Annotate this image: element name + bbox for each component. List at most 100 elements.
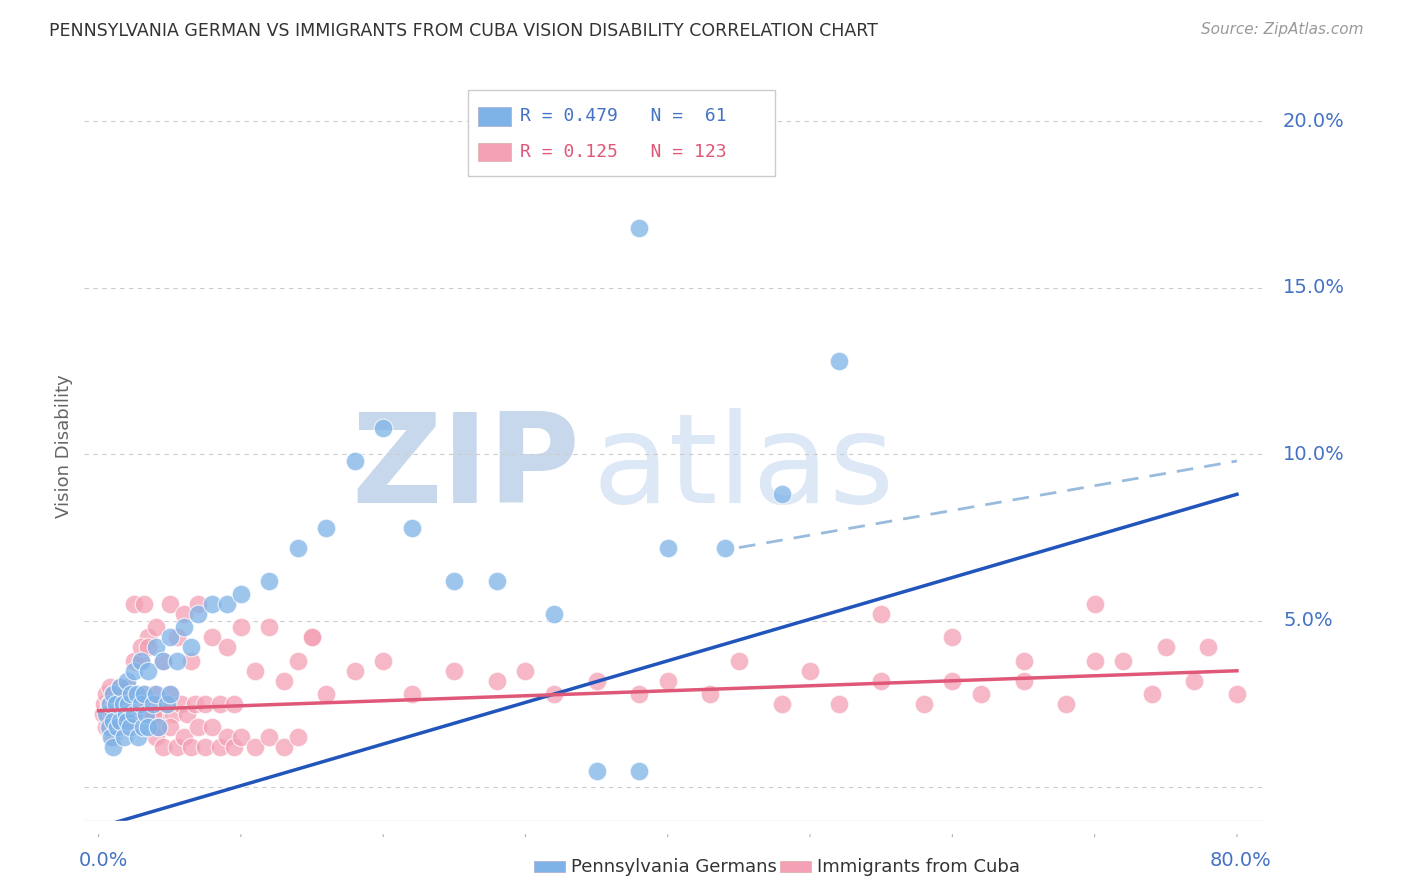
Text: Immigrants from Cuba: Immigrants from Cuba — [817, 858, 1019, 876]
Point — [101, 731, 124, 745]
Point — [1084, 597, 1107, 611]
Point — [208, 740, 231, 755]
Point — [273, 673, 295, 688]
Point — [108, 681, 131, 695]
Point — [108, 681, 131, 695]
Point — [628, 764, 651, 778]
Point — [110, 697, 132, 711]
Point — [127, 731, 149, 745]
Point — [159, 631, 181, 645]
Text: 20.0%: 20.0% — [1284, 112, 1346, 131]
Point — [201, 631, 224, 645]
Point — [401, 520, 423, 534]
Point — [1226, 687, 1249, 701]
Text: 80.0%: 80.0% — [1209, 851, 1271, 870]
Point — [127, 697, 149, 711]
Point — [515, 664, 537, 678]
Point — [91, 707, 114, 722]
Point — [103, 697, 125, 711]
Point — [120, 687, 142, 701]
Point — [315, 687, 337, 701]
Point — [122, 707, 145, 722]
Point — [585, 764, 607, 778]
Point — [104, 697, 127, 711]
Point — [184, 697, 207, 711]
Point — [343, 454, 366, 468]
Point — [122, 664, 145, 678]
Point — [152, 740, 174, 755]
Point — [112, 697, 135, 711]
Point — [115, 714, 138, 728]
Point — [100, 731, 122, 745]
Point — [108, 714, 131, 728]
Point — [315, 520, 337, 534]
Point — [122, 597, 145, 611]
Point — [111, 697, 134, 711]
Point — [145, 697, 167, 711]
Text: Pennsylvania Germans: Pennsylvania Germans — [571, 858, 776, 876]
Point — [201, 597, 224, 611]
Point — [145, 687, 167, 701]
Point — [142, 707, 165, 722]
Point — [222, 740, 245, 755]
Bar — [478, 107, 510, 126]
Y-axis label: Vision Disability: Vision Disability — [55, 374, 73, 518]
Point — [105, 720, 128, 734]
Point — [194, 740, 217, 755]
Point — [134, 597, 156, 611]
Point — [827, 697, 849, 711]
Point — [243, 664, 266, 678]
Point — [543, 607, 565, 622]
Point — [115, 720, 138, 734]
Point — [443, 574, 465, 588]
Point — [208, 697, 231, 711]
Point — [1012, 654, 1035, 668]
Point — [101, 687, 124, 701]
Point — [180, 654, 202, 668]
Point — [443, 664, 465, 678]
Point — [135, 707, 157, 722]
Point — [138, 664, 160, 678]
Point — [870, 673, 893, 688]
Text: R = 0.479   N =  61: R = 0.479 N = 61 — [520, 107, 727, 125]
Point — [215, 597, 238, 611]
Point — [122, 697, 145, 711]
Point — [201, 720, 224, 734]
Point — [170, 697, 193, 711]
Point — [166, 740, 188, 755]
Point — [301, 631, 323, 645]
Point — [148, 707, 170, 722]
Point — [96, 707, 118, 722]
Point — [215, 640, 238, 655]
Point — [301, 631, 323, 645]
Point — [166, 631, 188, 645]
Point — [93, 697, 115, 711]
Point — [104, 714, 127, 728]
Point — [770, 487, 793, 501]
Point — [101, 740, 124, 755]
Text: Source: ZipAtlas.com: Source: ZipAtlas.com — [1201, 22, 1364, 37]
Point — [699, 687, 721, 701]
Point — [194, 697, 217, 711]
Text: atlas: atlas — [592, 408, 894, 529]
Point — [1084, 654, 1107, 668]
Point — [1054, 697, 1077, 711]
Point — [970, 687, 993, 701]
Point — [152, 654, 174, 668]
Point — [543, 687, 565, 701]
Point — [105, 720, 128, 734]
Bar — [478, 143, 510, 161]
Point — [259, 574, 281, 588]
Point — [152, 654, 174, 668]
Point — [138, 640, 160, 655]
Point — [770, 697, 793, 711]
Text: 5.0%: 5.0% — [1284, 611, 1333, 631]
Point — [799, 664, 821, 678]
Point — [728, 654, 751, 668]
Point — [129, 697, 152, 711]
Point — [142, 697, 165, 711]
Point — [134, 687, 156, 701]
Point — [187, 607, 209, 622]
Point — [287, 541, 309, 555]
Point — [222, 697, 245, 711]
